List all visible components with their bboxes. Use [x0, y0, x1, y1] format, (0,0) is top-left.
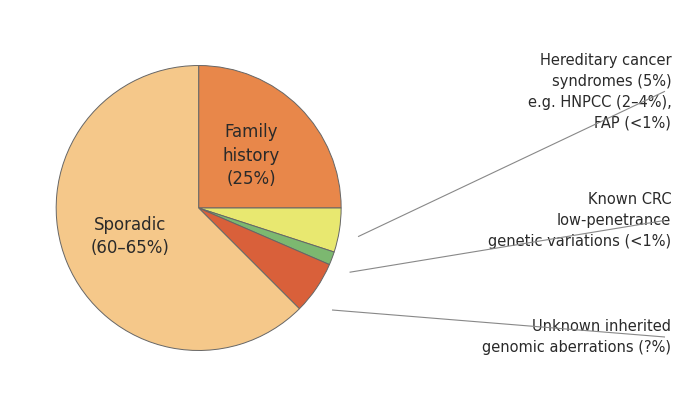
Wedge shape — [199, 208, 329, 309]
Text: Family
history
(25%): Family history (25%) — [223, 123, 279, 188]
Text: Known CRC
low-penetrance
genetic variations (<1%): Known CRC low-penetrance genetic variati… — [488, 192, 671, 249]
Text: Hereditary cancer
syndromes (5%)
e.g. HNPCC (2–4%),
FAP (<1%): Hereditary cancer syndromes (5%) e.g. HN… — [527, 52, 671, 131]
Wedge shape — [199, 208, 334, 265]
Text: Sporadic
(60–65%): Sporadic (60–65%) — [91, 215, 170, 257]
Text: Unknown inherited
genomic aberrations (?%): Unknown inherited genomic aberrations (?… — [482, 319, 671, 355]
Wedge shape — [56, 65, 299, 350]
Wedge shape — [199, 208, 341, 252]
Wedge shape — [199, 65, 341, 208]
